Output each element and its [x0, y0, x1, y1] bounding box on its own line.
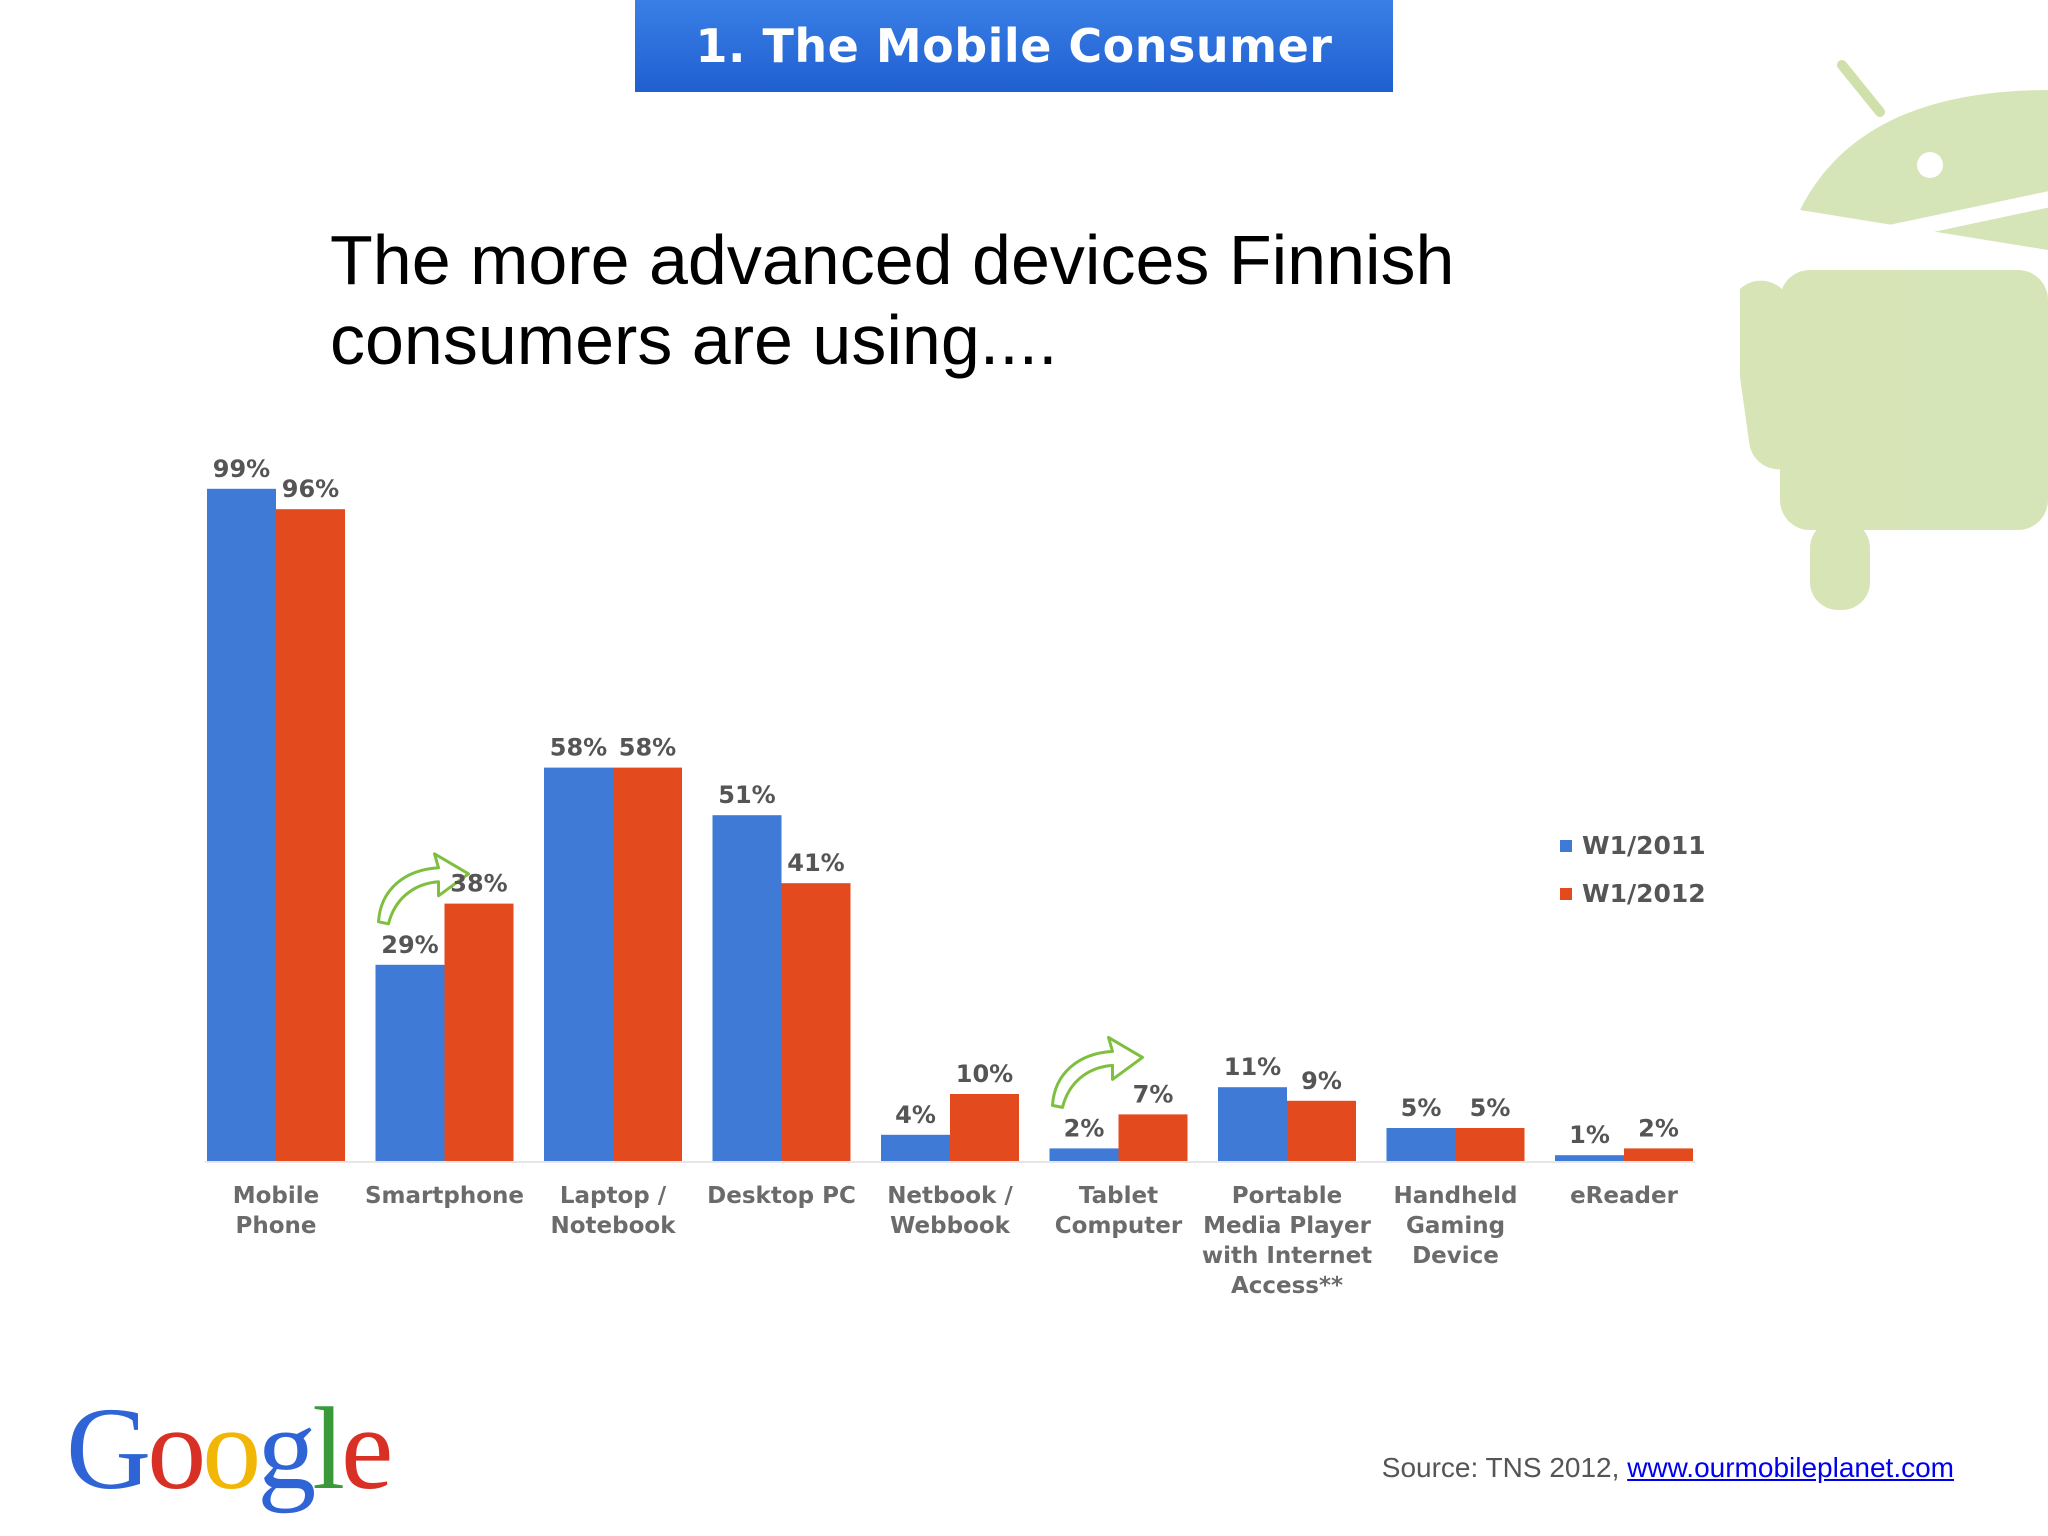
value-label: 41%: [787, 849, 844, 877]
bar-w1-2011-7: [1386, 1128, 1456, 1162]
source-prefix: Source: TNS 2012,: [1381, 1452, 1628, 1483]
bar-w1-2012-5: [1118, 1114, 1188, 1162]
value-label: 10%: [956, 1060, 1013, 1088]
chart-legend: W1/2011 W1/2012: [1560, 831, 1706, 908]
bar-w1-2012-6: [1287, 1100, 1356, 1162]
growth-arrow-icon: [1051, 1035, 1144, 1109]
legend-label-0: W1/2011: [1582, 831, 1706, 860]
category-label: Smartphone: [365, 1183, 524, 1209]
android-mascot-icon: [1740, 60, 2048, 610]
device-usage-chart: 99% 96% 29% 38% 58% 58% 51% 41% 4% 10% 2% 7% 11% 9% 5%…: [205, 455, 1706, 1299]
bar-w1-2012-0: [276, 509, 345, 1162]
slide-header-text: 1. The Mobile Consumer: [695, 19, 1333, 73]
legend-label-1: W1/2012: [1582, 879, 1706, 908]
bar-w1-2011-5: [1049, 1148, 1119, 1162]
bar-w1-2012-2: [613, 767, 682, 1162]
category-label: Desktop PC: [707, 1183, 856, 1209]
bar-w1-2012-4: [950, 1094, 1019, 1162]
value-label: 38%: [450, 870, 507, 898]
bar-w1-2012-3: [781, 883, 851, 1162]
bar-w1-2012-1: [444, 903, 514, 1162]
value-label: 2%: [1064, 1114, 1105, 1142]
slide-header: 1. The Mobile Consumer: [635, 0, 1393, 92]
category-label: Tablet Computer: [1055, 1183, 1183, 1239]
bar-w1-2011-3: [712, 815, 782, 1162]
bar-w1-2011-2: [544, 767, 613, 1162]
growth-arrow-icon: [377, 852, 470, 926]
value-label: 99%: [213, 455, 270, 483]
arrows-layer: [377, 852, 1144, 1109]
value-label: 2%: [1638, 1114, 1679, 1142]
value-label: 29%: [381, 931, 438, 959]
legend-swatch-1: [1560, 888, 1572, 900]
value-label: 58%: [619, 734, 676, 762]
legend-swatch-0: [1560, 840, 1572, 852]
value-label: 58%: [550, 734, 607, 762]
source-link[interactable]: www.ourmobileplanet.com: [1627, 1452, 1954, 1483]
value-label: 5%: [1470, 1094, 1511, 1122]
value-label: 96%: [282, 475, 339, 503]
category-labels-layer: Mobile Phone Smartphone Laptop / Notebook Des…: [233, 1183, 1679, 1299]
category-label: Netbook / Webbook: [887, 1183, 1013, 1239]
bar-w1-2011-6: [1218, 1087, 1287, 1162]
google-logo: Google: [66, 1383, 393, 1514]
bar-w1-2011-1: [375, 964, 445, 1162]
source-citation: Source: TNS 2012, www.ourmobileplanet.co…: [1382, 1452, 1954, 1484]
value-label: 7%: [1133, 1080, 1174, 1108]
bar-w1-2011-8: [1555, 1155, 1624, 1162]
bars-layer: [205, 488, 1695, 1163]
bar-w1-2011-0: [207, 488, 276, 1162]
category-label: Mobile Phone: [233, 1183, 320, 1239]
category-label: Laptop / Notebook: [550, 1183, 676, 1239]
value-label: 5%: [1401, 1094, 1442, 1122]
category-label: Handheld Gaming Device: [1394, 1183, 1518, 1269]
bar-w1-2012-7: [1455, 1128, 1525, 1162]
value-label: 1%: [1569, 1121, 1610, 1149]
value-label: 11%: [1224, 1053, 1281, 1081]
value-labels-layer: 99% 96% 29% 38% 58% 58% 51% 41% 4% 10% 2% 7% 11% 9% 5%…: [213, 455, 1679, 1149]
value-label: 51%: [718, 781, 775, 809]
headline-line-2: consumers are using....: [330, 301, 1058, 379]
value-label: 4%: [895, 1101, 936, 1129]
headline-line-1: The more advanced devices Finnish: [330, 221, 1455, 299]
slide-headline: The more advanced devices Finnish consum…: [330, 220, 1530, 380]
bar-w1-2012-8: [1624, 1148, 1693, 1162]
value-label: 9%: [1301, 1067, 1342, 1095]
category-label: eReader: [1570, 1183, 1678, 1209]
bar-w1-2011-4: [881, 1134, 950, 1162]
category-label: Portable Media Player with Internet Access*…: [1202, 1183, 1372, 1299]
